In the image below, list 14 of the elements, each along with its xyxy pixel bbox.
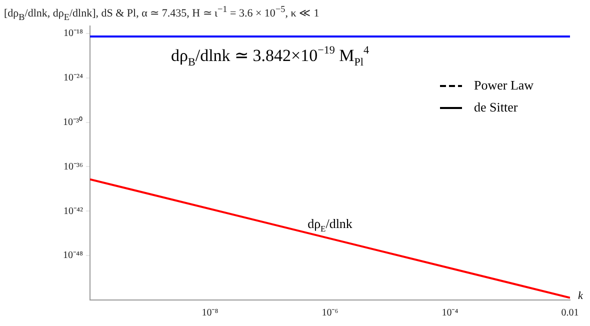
x-tick-label: 10⁻⁶	[322, 308, 339, 319]
chart-title: [dρ$_{B}$/dlnk, dρ$_{E}$/dlnk], dS & Pl, α ≃ 7.435, H ≃ ι$^{−1}$ = 3.6 × 10$^{−5}$, κ ≪ 1	[4, 4, 320, 22]
y-tick-label: 10⁻¹⁸	[64, 28, 84, 40]
y-tick-label: 10⁻⁴⁸	[63, 250, 84, 262]
x-tick-label: 10⁻⁸	[202, 308, 219, 319]
legend-label: Power Law	[474, 77, 534, 92]
x-axis-title: k	[578, 290, 584, 302]
y-tick-label: 10⁻⁴²	[64, 206, 83, 217]
x-tick-label: 0.01	[561, 308, 579, 319]
y-tick-label: 10⁻³⁶	[64, 161, 84, 172]
y-tick-label: 10⁻²⁴	[64, 72, 84, 84]
y-tick-label: 10⁻³⁰	[63, 116, 83, 128]
legend-label: de Sitter	[474, 99, 518, 114]
x-tick-label: 10⁻⁴	[442, 308, 459, 319]
